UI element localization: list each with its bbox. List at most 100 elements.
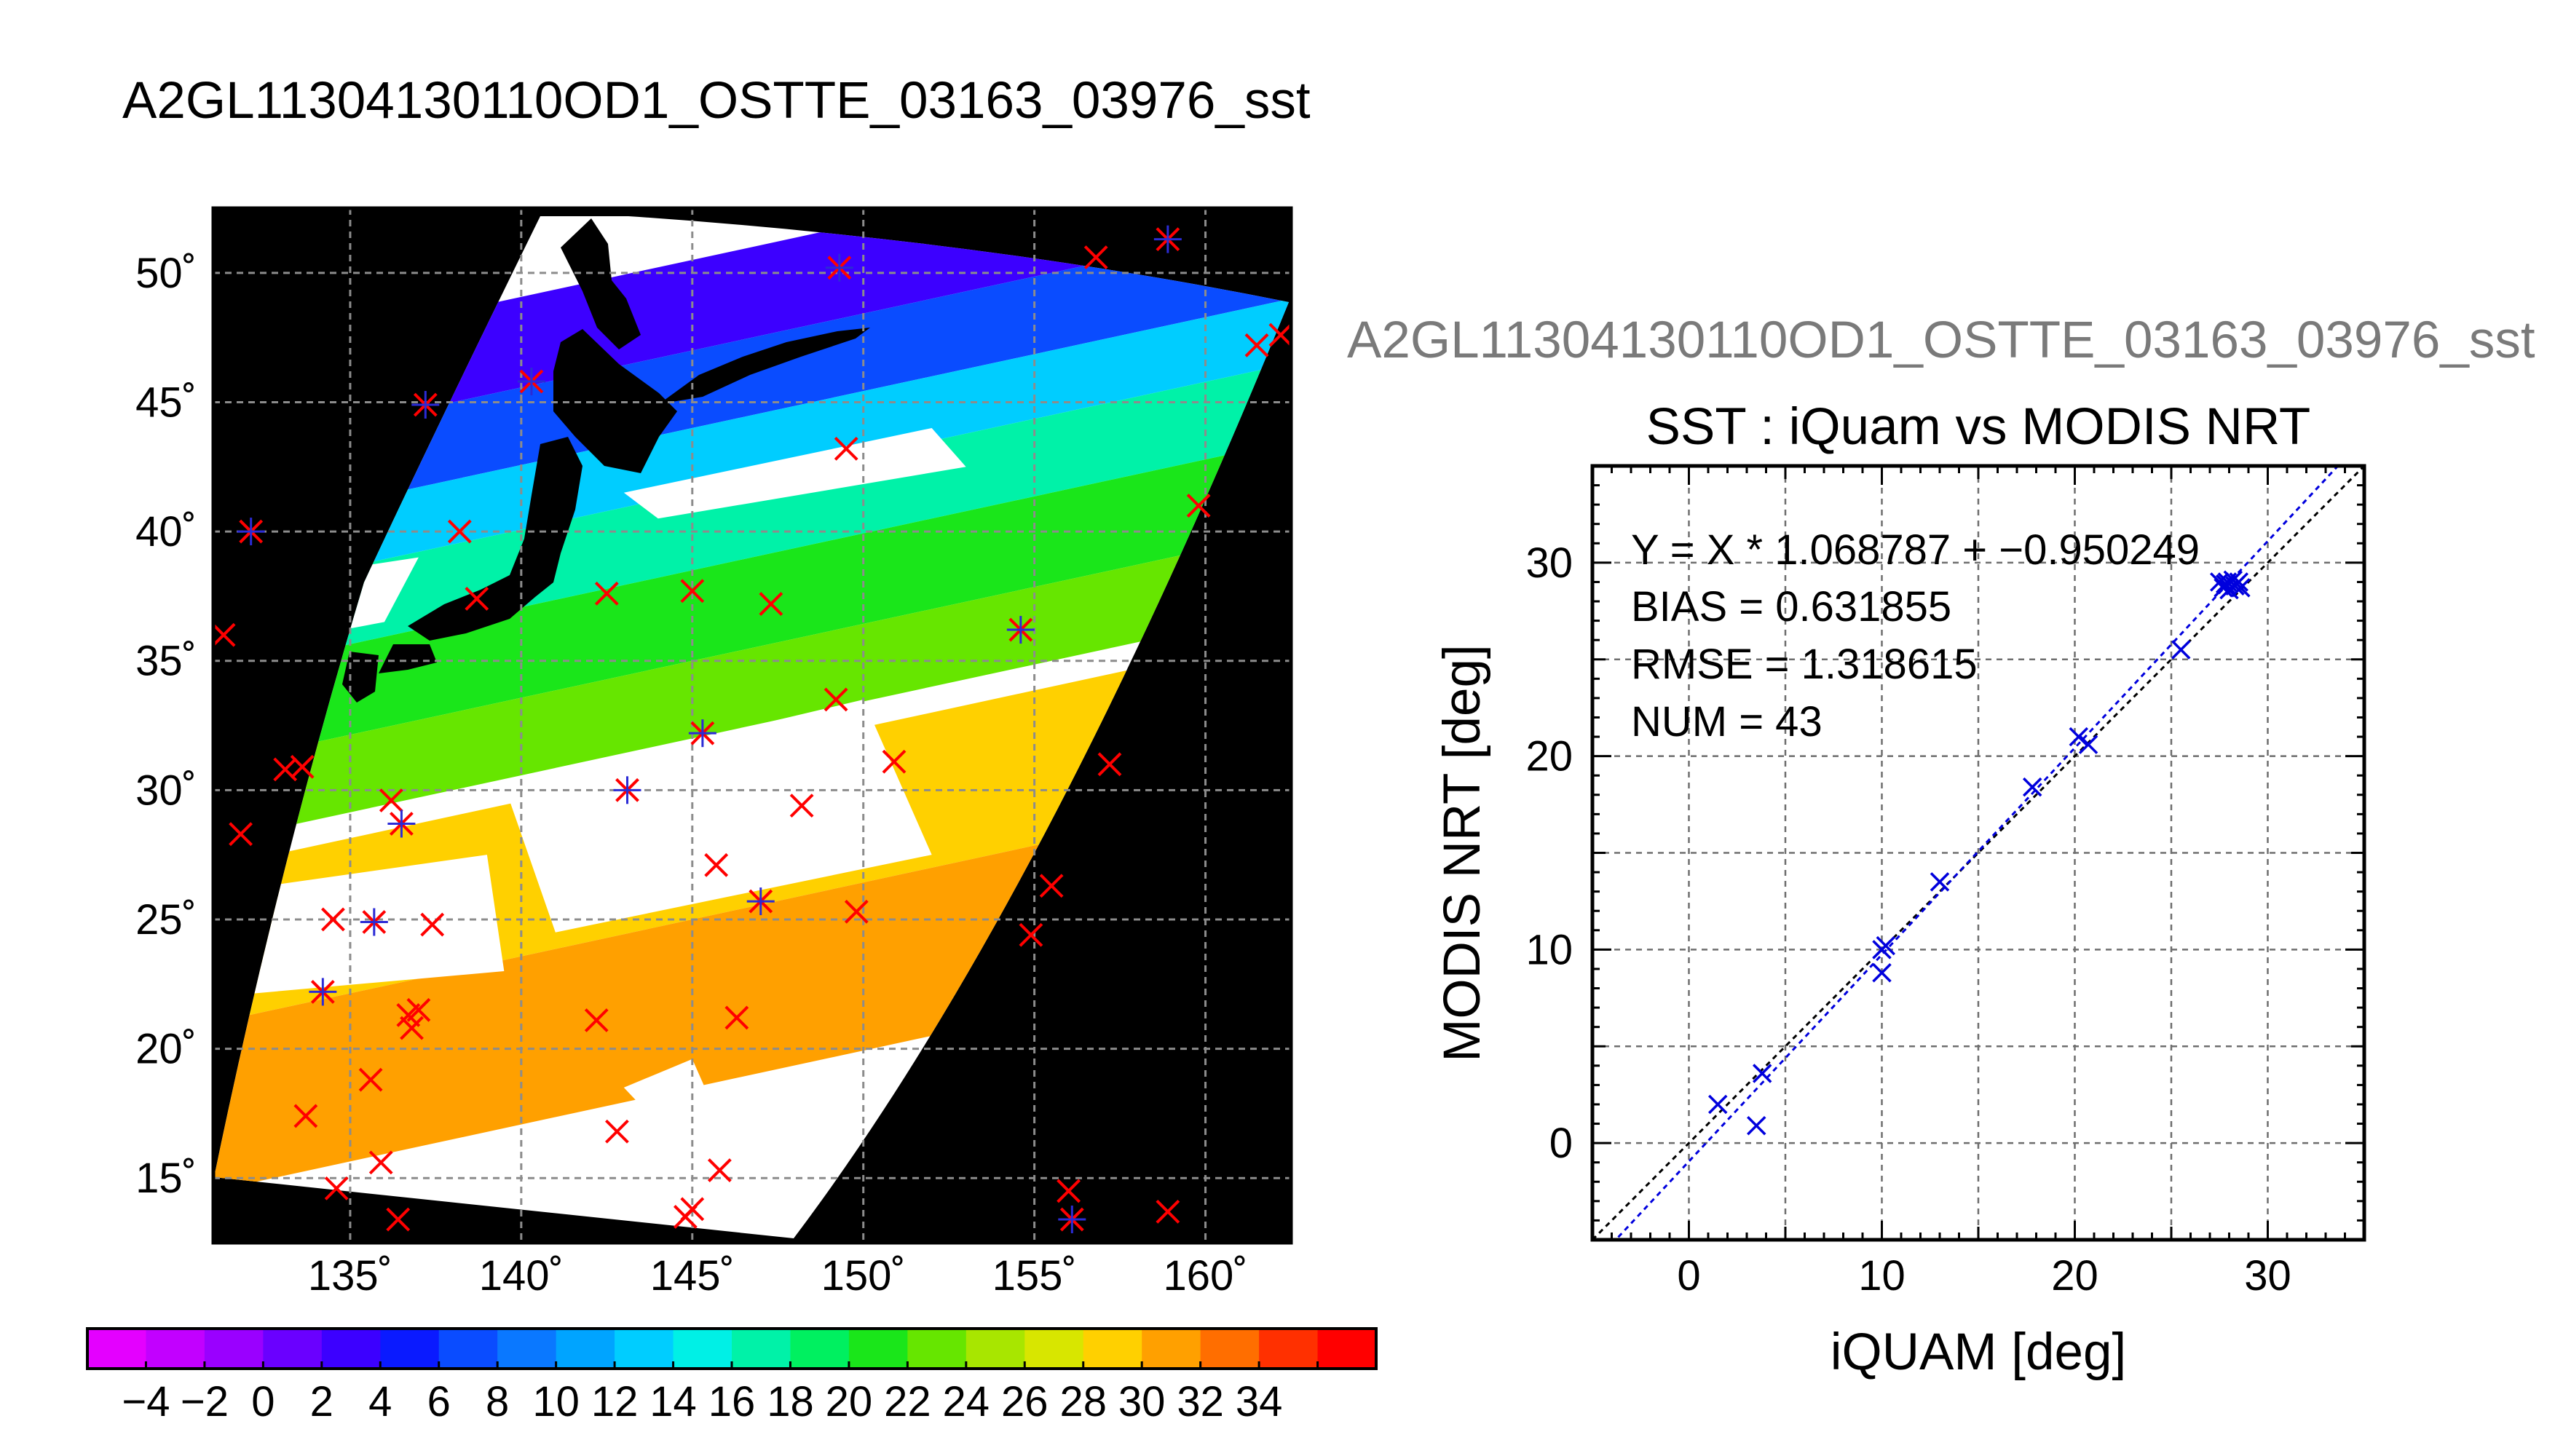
colorbar-cell bbox=[1317, 1329, 1377, 1369]
lat-tick-labels: 50˚ 45˚ 40˚ 35˚ 30˚ 25˚ 20˚ 15˚ bbox=[135, 250, 197, 1202]
matchup-marker bbox=[594, 581, 619, 606]
colorbar-label: 0 bbox=[251, 1378, 275, 1425]
marker-stroke bbox=[290, 754, 315, 779]
colorbar-label: 10 bbox=[532, 1378, 580, 1425]
cloud-patch bbox=[214, 855, 505, 997]
marker-stroke bbox=[824, 687, 848, 712]
matchup-marker bbox=[386, 1207, 411, 1232]
colorbar-label: 30 bbox=[1118, 1378, 1166, 1425]
point-stroke bbox=[2219, 579, 2239, 600]
matchup-marker bbox=[360, 908, 388, 936]
matchup-marker bbox=[1097, 752, 1122, 777]
colorbar-cell bbox=[263, 1329, 323, 1369]
colorbar-label: 16 bbox=[708, 1378, 756, 1425]
matchup-marker bbox=[1268, 323, 1293, 347]
matchup-marker bbox=[824, 687, 848, 712]
scatter-plot: SST : iQuam vs MODIS NRT 0 10 20 300102030 … bbox=[1434, 398, 2366, 1381]
colorbar-label: 12 bbox=[591, 1378, 639, 1425]
colorbar-cell bbox=[615, 1329, 674, 1369]
matchup-marker bbox=[1058, 1206, 1086, 1234]
colorbar-label: 2 bbox=[310, 1378, 333, 1425]
marker-stroke bbox=[465, 587, 489, 611]
colorbar-label: 34 bbox=[1236, 1378, 1283, 1425]
scatter-grid bbox=[1592, 466, 2364, 1240]
scatter-point bbox=[2022, 777, 2042, 797]
scatter-point bbox=[1747, 1115, 1766, 1136]
matchup-marker bbox=[1039, 874, 1064, 898]
colorbar-cell bbox=[732, 1329, 791, 1369]
sst-map: 50˚ 45˚ 40˚ 35˚ 30˚ 25˚ 20˚ 15˚ 135˚ 140˚ 145˚ 150… bbox=[135, 206, 1293, 1299]
marker-stroke bbox=[400, 1016, 424, 1040]
marker-stroke bbox=[321, 907, 345, 932]
chart-title: A2GL11304130110OD1_OSTTE_03163_03976_sst bbox=[122, 72, 1311, 130]
x-tick-label: 30 bbox=[2244, 1252, 2291, 1299]
colorbar-cell bbox=[204, 1329, 264, 1369]
colorbar-label: 24 bbox=[943, 1378, 990, 1425]
point-stroke bbox=[1876, 935, 1896, 956]
cloud-patch bbox=[504, 699, 932, 933]
colorbar-cell bbox=[1259, 1329, 1319, 1369]
marker-stroke bbox=[707, 1158, 732, 1182]
colorbar-label: 20 bbox=[826, 1378, 873, 1425]
scatter-point bbox=[1872, 963, 1892, 983]
colorbar-frame bbox=[86, 1327, 1378, 1370]
marker-stroke bbox=[724, 1005, 749, 1030]
map-frame bbox=[211, 206, 1293, 1245]
matchup-marker bbox=[368, 1150, 393, 1175]
lat-tick-label: 35˚ bbox=[135, 638, 197, 685]
colorbar-label: 22 bbox=[884, 1378, 931, 1425]
matchup-marker bbox=[387, 810, 416, 838]
point-stroke bbox=[2229, 572, 2248, 592]
marker-stroke bbox=[882, 749, 907, 774]
scatter-point bbox=[2219, 579, 2239, 600]
lat-tick-label: 45˚ bbox=[135, 379, 197, 426]
matchup-marker bbox=[1186, 494, 1211, 518]
matchup-marker bbox=[517, 368, 545, 396]
colorbar-label: 28 bbox=[1059, 1378, 1107, 1425]
map-grid bbox=[213, 208, 1291, 1243]
colorbar-cell bbox=[673, 1329, 732, 1369]
marker-stroke bbox=[1097, 752, 1122, 777]
matchup-marker bbox=[680, 1197, 705, 1222]
matchup-marker bbox=[211, 622, 236, 647]
marker-stroke bbox=[759, 592, 783, 616]
sst-band bbox=[214, 216, 1289, 454]
matchup-marker bbox=[707, 1158, 732, 1182]
marker-stroke bbox=[834, 436, 858, 461]
sst-band bbox=[214, 298, 1289, 596]
marker-stroke bbox=[368, 1150, 393, 1175]
marker-stroke bbox=[1019, 922, 1043, 947]
marker-stroke bbox=[1083, 245, 1108, 269]
marker-stroke bbox=[789, 794, 814, 818]
point-stroke bbox=[2210, 572, 2230, 592]
scatter-point bbox=[2078, 735, 2098, 754]
matchup-marker bbox=[321, 907, 345, 932]
marker-stroke bbox=[358, 1067, 383, 1092]
point-stroke bbox=[1872, 963, 1892, 983]
matchup-marker bbox=[290, 754, 315, 779]
sst-band bbox=[214, 531, 1289, 842]
colorbar-cell bbox=[790, 1329, 850, 1369]
colorbar-cell bbox=[380, 1329, 440, 1369]
matchup-marker bbox=[882, 749, 907, 774]
point-stroke bbox=[2171, 640, 2191, 660]
marker-stroke bbox=[447, 519, 472, 544]
matchup-marker bbox=[834, 436, 858, 461]
marker-stroke bbox=[386, 1207, 411, 1232]
marker-stroke bbox=[406, 997, 431, 1022]
colorbar: −4 −2 0 2 4 6 8 10 12 14 16 18 20 22 24 26 28 30 32 34 bbox=[86, 1327, 1378, 1425]
marker-stroke bbox=[1268, 323, 1293, 347]
scatter-point bbox=[1930, 872, 1950, 892]
point-stroke bbox=[2215, 574, 2235, 594]
colorbar-cell bbox=[438, 1329, 498, 1369]
matchup-marker bbox=[825, 253, 853, 282]
colorbar-label: 18 bbox=[767, 1378, 814, 1425]
marker-stroke bbox=[420, 912, 445, 937]
lat-tick-label: 30˚ bbox=[135, 767, 197, 814]
scatter-filename: A2GL11304130110OD1_OSTTE_03163_03976_sst bbox=[1347, 312, 2535, 369]
stats-rmse: RMSE = 1.318615 bbox=[1631, 641, 1978, 688]
scatter-point bbox=[1752, 1064, 1772, 1083]
marker-stroke bbox=[1186, 494, 1211, 518]
colorbar-cell bbox=[556, 1329, 615, 1369]
matchup-marker bbox=[759, 592, 783, 616]
